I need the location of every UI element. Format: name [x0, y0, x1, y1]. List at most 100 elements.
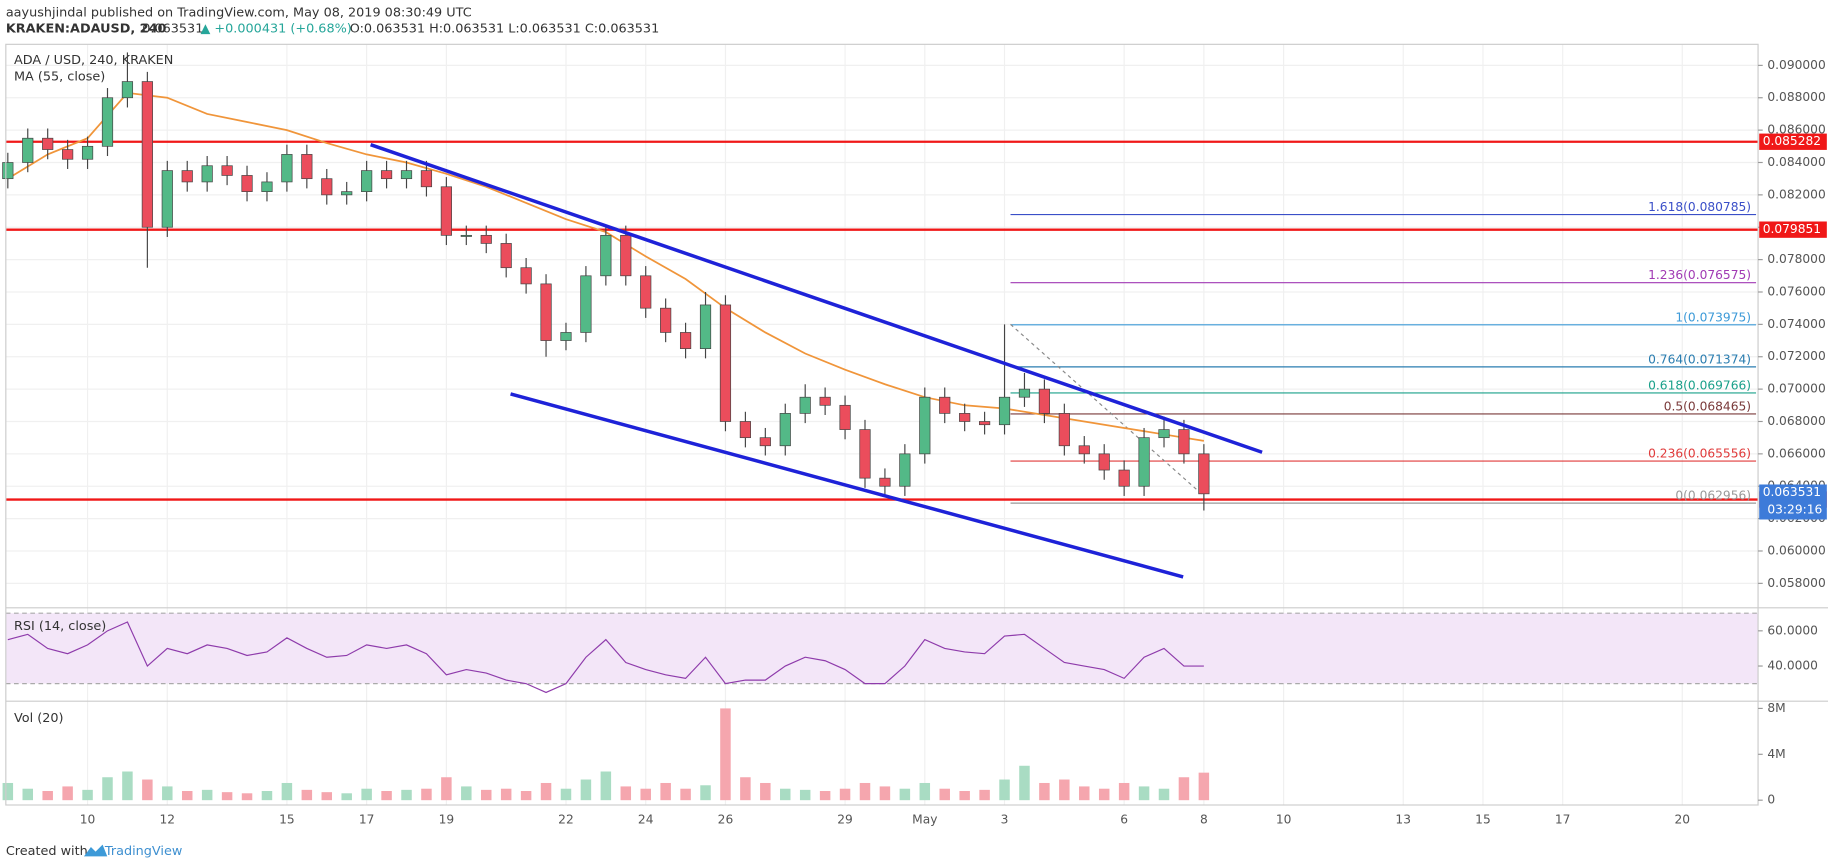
candle-body	[1198, 453, 1210, 495]
x-tick-label: 22	[558, 813, 574, 827]
volume-bar	[540, 782, 552, 801]
volume-bar	[760, 782, 771, 801]
candle-body	[560, 332, 572, 341]
y-tick-label: 0.088000	[1767, 90, 1825, 104]
candle-body	[1018, 388, 1031, 398]
candle-body	[739, 421, 751, 439]
candle-body	[1118, 469, 1130, 487]
candle-body	[500, 243, 512, 269]
volume-bar	[162, 786, 173, 801]
candle-body	[1138, 437, 1150, 487]
volume-bar	[700, 785, 711, 801]
volume-bar	[1019, 765, 1030, 801]
price-tag-label: 0.079851	[1763, 222, 1821, 236]
candle-body	[281, 154, 293, 183]
y-tick-label: 0.074000	[1767, 317, 1825, 331]
candle-body	[181, 170, 193, 183]
y-tick-label: 4M	[1767, 747, 1785, 761]
y-tick-label: 0	[1767, 793, 1775, 807]
candle-body	[839, 404, 851, 430]
fib-label: 0.764(0.071374)	[1648, 352, 1751, 366]
candle-body	[420, 170, 433, 188]
volume-bar	[281, 782, 293, 801]
x-tick-label: 13	[1395, 813, 1411, 827]
candle-body	[1098, 453, 1110, 471]
x-tick-label: 8	[1200, 813, 1208, 827]
volume-bar	[740, 777, 751, 801]
chart-title: ADA / USD, 240, KRAKEN	[14, 53, 173, 68]
candle-body	[859, 429, 871, 479]
y-tick-label: 0.084000	[1767, 155, 1825, 169]
volume-bar	[102, 777, 113, 801]
volume-bar	[819, 791, 831, 801]
candle-body	[899, 453, 911, 487]
candle-body	[2, 162, 14, 180]
candle-body	[939, 396, 951, 414]
y-tick-label: 0.076000	[1767, 284, 1825, 298]
candle-body	[660, 307, 672, 333]
candle-body	[400, 170, 413, 180]
candle-body	[540, 283, 552, 341]
volume-bar	[1079, 786, 1090, 801]
candle-body	[42, 137, 54, 150]
logo	[83, 844, 108, 857]
volume-bar	[560, 788, 572, 801]
volume-bar	[381, 791, 392, 801]
x-tick-label: 17	[1555, 813, 1571, 827]
ma-legend: MA (55, close)	[14, 69, 105, 84]
y-tick-label: 0.066000	[1767, 446, 1825, 460]
candle-body	[959, 413, 971, 422]
x-tick-label: 10	[1276, 813, 1292, 827]
candle-body	[1158, 429, 1170, 439]
frame	[5, 43, 1759, 806]
candle-body	[979, 421, 991, 426]
volume-bar	[620, 786, 632, 801]
candle-body	[301, 154, 313, 180]
volume-bar	[1138, 786, 1150, 801]
volume-bar	[720, 708, 731, 801]
candle-body	[480, 234, 492, 244]
fib-label: 0.236(0.065556)	[1648, 447, 1751, 461]
volume-bar	[181, 791, 193, 801]
candle-body	[221, 165, 233, 176]
volume-bar	[361, 788, 372, 801]
x-tick-label: 10	[80, 813, 96, 827]
candle-body	[1178, 429, 1190, 455]
candle-body	[1078, 445, 1090, 455]
candle-body	[520, 267, 532, 285]
candle-body	[81, 145, 94, 160]
volume-bar	[600, 771, 612, 801]
volume-bar	[500, 788, 512, 801]
price-tag-label: 0.085282	[1763, 134, 1821, 148]
x-tick-label: 6	[1120, 813, 1128, 827]
candle-body	[779, 413, 791, 447]
volume-bar	[321, 792, 333, 801]
candle-body	[719, 304, 732, 422]
volume-bar	[780, 788, 791, 801]
volume-bar	[480, 789, 492, 801]
candle-body	[361, 170, 373, 192]
x-tick-label: 12	[160, 813, 176, 827]
volume-bar	[839, 788, 851, 801]
volume-bar	[461, 786, 472, 801]
y-tick-label: 8M	[1767, 701, 1785, 715]
footer-brand[interactable]: TradingView	[104, 844, 182, 859]
volume-bar	[799, 789, 811, 801]
candle-body	[699, 304, 712, 349]
last: 0.063531	[142, 22, 203, 37]
volume-bar	[401, 789, 412, 801]
volume-bar	[22, 788, 34, 801]
volume-bar	[122, 771, 133, 801]
y-tick-label: 40.0000	[1767, 659, 1818, 673]
change: ▲ +0.000431 (+0.68%)	[201, 22, 352, 37]
volume-bar	[62, 786, 73, 801]
x-tick-label: 29	[837, 813, 853, 827]
volume-bar	[660, 782, 671, 801]
candle-body	[460, 234, 472, 237]
x-tick-label: 17	[359, 813, 375, 827]
candle-body	[321, 178, 333, 196]
trendline	[510, 392, 1184, 579]
footer-text: Created with	[6, 844, 88, 859]
candle-body	[380, 170, 393, 180]
